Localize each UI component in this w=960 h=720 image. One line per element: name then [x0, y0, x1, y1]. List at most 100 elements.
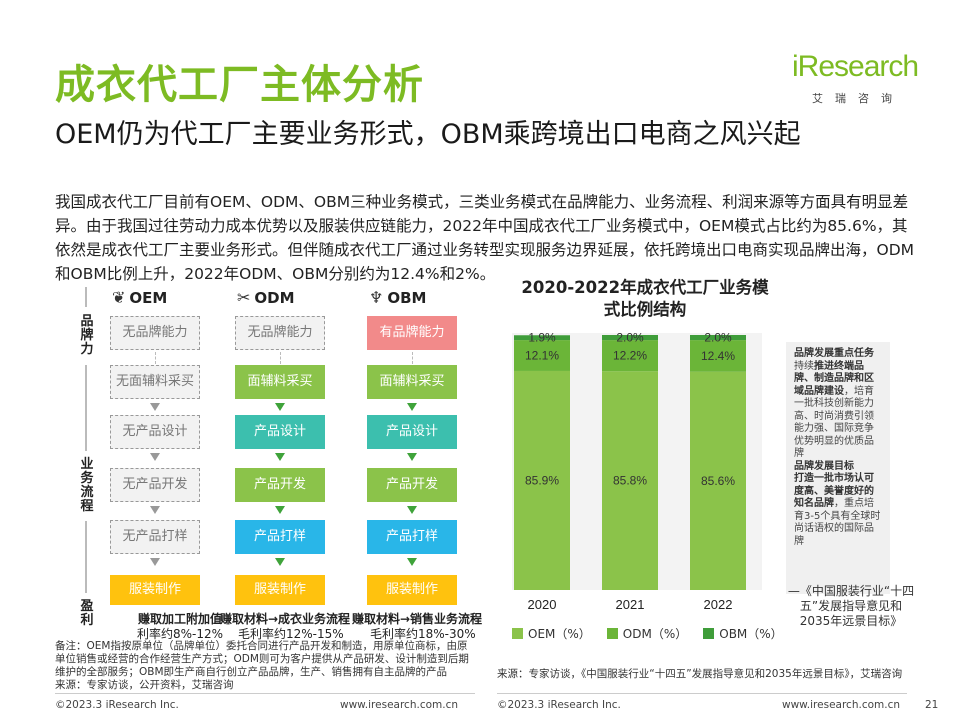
footer-url: www.iresearch.com.cn [782, 699, 901, 711]
data-label: 2.0% [704, 333, 732, 345]
process-step-box: 无产品打样 [110, 520, 200, 554]
column-name: OEM [129, 288, 168, 307]
process-step-box: 产品打样 [367, 520, 457, 554]
chart-source: 来源：专家访谈，《中国服装行业“十四五”发展指导意见和2035年远景目标》，艾瑞… [497, 668, 903, 680]
column-name: ODM [254, 288, 295, 307]
down-arrow-icon [150, 453, 160, 461]
footer-divider [55, 693, 475, 694]
logo-tagline: 艾瑞咨询 [812, 92, 904, 105]
separator-line [85, 365, 87, 451]
spool-icon: ❦ [112, 288, 126, 307]
garment-making-box: 服装制作 [367, 575, 457, 605]
down-arrow-icon [150, 506, 160, 514]
data-label: 12.2% [613, 349, 647, 363]
legend-label: OBM（%） [719, 627, 783, 641]
legend-label: ODM（%） [622, 627, 688, 641]
down-arrow-icon [407, 506, 417, 514]
data-label: 1.9% [528, 333, 556, 345]
profit-source-label: 赚取材料→销售业务流程 [351, 612, 483, 626]
bar-segment-2021-2 [602, 335, 658, 341]
garment-making-box: 服装制作 [110, 575, 200, 605]
panel-emphasis: 推进终端品牌、制造品牌和区域品牌建设 [794, 360, 874, 397]
process-step-box: 产品开发 [235, 468, 325, 502]
legend-item-oem: OEM（%） [512, 625, 591, 642]
brand-capability-box: 无品牌能力 [110, 316, 200, 350]
panel-heading: 品牌发展重点任务 [794, 348, 874, 359]
bar-segment-2021-0 [602, 371, 658, 590]
profit-source-label: 赚取加工附加值 [137, 612, 222, 626]
margin-rate-label: 毛利率约12%-15% [238, 627, 344, 641]
x-tick-label: 2022 [704, 597, 733, 612]
footer-copyright: ©2023.3 iResearch Inc. [497, 699, 621, 711]
bar-segment-2022-0 [690, 371, 746, 590]
down-arrow-icon [407, 558, 417, 566]
bar-segment-2020-0 [514, 370, 570, 590]
legend-item-odm: ODM（%） [606, 625, 688, 642]
column-header-obm: ♆ OBM [369, 288, 426, 307]
process-step-box: 产品设计 [235, 415, 325, 449]
brand-capability-box: 无品牌能力 [235, 316, 325, 350]
profit-label: 盈利 [80, 599, 94, 628]
page-number: 21 [925, 699, 939, 711]
separator-line [85, 287, 87, 307]
data-label: 85.9% [525, 473, 559, 487]
brand-power-label: 品牌力 [80, 314, 94, 357]
footer-divider [497, 693, 907, 694]
margin-rate-label: 毛利率约18%-30% [370, 627, 476, 641]
down-arrow-icon [150, 558, 160, 566]
iresearch-logo: iResearch 艾瑞咨询 [792, 50, 919, 108]
column-header-odm: ✂ ODM [237, 288, 295, 307]
process-step-box: 无产品设计 [110, 415, 200, 449]
panel-text: ，培育一批科技创新能力高、时尚消费引领能力强、国际竞争优势明显的优质品牌 [794, 385, 874, 460]
process-step-box: 无面辅料采买 [110, 365, 200, 399]
panel-emphasis: 打造一批市场认可度高、美誉度好的知名品牌 [794, 473, 874, 509]
policy-quote: —《中国服装行业“十四五”发展指导意见和2035年远景目标》 [787, 584, 915, 628]
bar-segment-2021-1 [602, 340, 658, 372]
connector-line [280, 352, 281, 364]
x-tick-label: 2020 [528, 597, 557, 612]
process-step-box: 面辅料采买 [367, 365, 457, 399]
bar-segment-2020-1 [514, 340, 570, 371]
chart-legend: OEM（%） ODM（%） OBM（%） [512, 625, 792, 642]
panel-heading: 品牌发展目标 [794, 460, 854, 472]
down-arrow-icon [275, 558, 285, 566]
profit-source-label: 赚取材料→成衣业务流程 [219, 612, 351, 626]
process-step-box: 产品打样 [235, 520, 325, 554]
stacked-bar-chart: 85.9% 12.1% 1.9% 2020 85.8% 12.2% 2.0% 2021 85.6… [512, 333, 762, 612]
down-arrow-icon [275, 506, 285, 514]
page-title: 成衣代工厂主体分析 [55, 62, 424, 108]
panel-text: 持续 [794, 360, 814, 372]
panel-text: ，重点培育3-5个具有全球时尚话语权的国际品牌 [794, 498, 881, 547]
logo-wordmark: iResearch [792, 50, 919, 83]
down-arrow-icon [150, 403, 160, 411]
process-step-box: 无产品开发 [110, 468, 200, 502]
data-label: 85.8% [613, 474, 647, 488]
process-step-box: 产品开发 [367, 468, 457, 502]
footnote: 备注：OEM指按原单位（品牌单位）委托合同进行产品开发和制造，用原单位商标，由原… [55, 640, 469, 691]
legend-item-obm: OBM（%） [703, 625, 783, 642]
down-arrow-icon [275, 403, 285, 411]
down-arrow-icon [407, 403, 417, 411]
business-process-label: 业务流程 [80, 457, 94, 514]
bar-segment-2020-2 [514, 335, 570, 341]
separator-line [85, 521, 87, 593]
garment-making-box: 服装制作 [235, 575, 325, 605]
data-label: 85.6% [701, 474, 735, 488]
footer-url: www.iresearch.com.cn [340, 699, 459, 711]
margin-rate-label: 利率约8%-12% [137, 627, 224, 641]
data-label: 2.0% [616, 333, 644, 345]
shirt-icon: ♆ [369, 288, 384, 307]
bar-segment-2022-2 [690, 335, 746, 341]
column-header-oem: ❦ OEM [112, 288, 167, 307]
tools-icon: ✂ [237, 288, 251, 307]
brand-development-panel: 品牌发展重点任务 持续推进终端品牌、制造品牌和区域品牌建设，培育一批科技创新能力… [786, 342, 890, 594]
down-arrow-icon [275, 453, 285, 461]
process-step-box: 面辅料采买 [235, 365, 325, 399]
data-label: 12.4% [701, 349, 735, 363]
data-label: 12.1% [525, 349, 559, 363]
connector-line [155, 352, 156, 364]
chart-title: 2020-2022年成衣代工厂业务模式比例结构 [521, 278, 769, 319]
intro-paragraph: 我国成衣代工厂目前有OEM、ODM、OBM三种业务模式，三类业务模式在品牌能力、… [55, 193, 915, 283]
footer-copyright: ©2023.3 iResearch Inc. [55, 699, 179, 711]
x-tick-label: 2021 [616, 597, 645, 612]
